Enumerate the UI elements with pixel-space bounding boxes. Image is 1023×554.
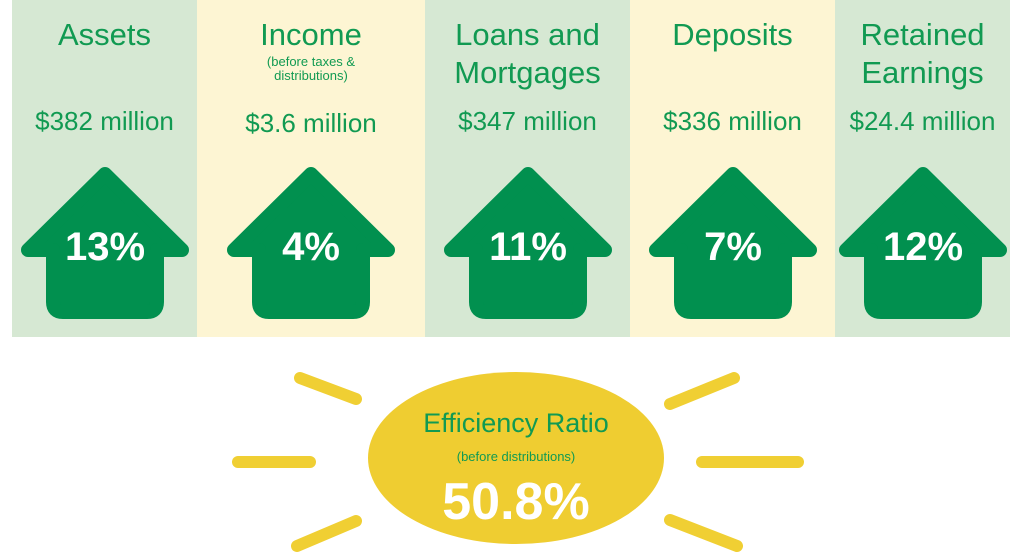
ray [294, 372, 362, 405]
stat-amount: $3.6 million [245, 108, 377, 138]
stat-label: Loans and Mortgages [454, 17, 601, 90]
ray [664, 514, 743, 552]
stat-change: 12% [882, 225, 962, 269]
stat-change: 11% [489, 225, 567, 269]
up-arrow: 12% [838, 167, 1007, 319]
stat-column: Assets $382 million 13% [12, 0, 197, 337]
stat-column: Loans and Mortgages $347 million 11% [425, 0, 630, 337]
up-arrow: 4% [227, 167, 395, 319]
stat-column: Deposits $336 million 7% [630, 0, 835, 337]
stat-column: Retained Earnings $24.4 million 12% [835, 0, 1010, 337]
stat-label: Assets [57, 17, 152, 52]
up-arrow: 13% [20, 167, 189, 319]
efficiency-subtitle: (before distributions) [456, 449, 576, 464]
stat-amount: $382 million [35, 106, 174, 136]
stat-label: Deposits [672, 17, 793, 52]
stat-column: Income (before taxes & distributions) $3.6… [197, 0, 425, 337]
arrow-shape [443, 167, 612, 319]
stat-amount: $347 million [458, 106, 597, 136]
arrow-shape [838, 167, 1007, 319]
ray [664, 372, 740, 410]
efficiency-value: 50.8% [442, 473, 590, 531]
stat-sublabel: (before taxes & distributions) [266, 54, 356, 83]
arrow-shape [227, 167, 395, 319]
up-arrow: 7% [648, 167, 817, 319]
arrow-shape [648, 167, 817, 319]
stat-change: 13% [64, 225, 144, 269]
arrow-shape [20, 167, 189, 319]
stat-change: 4% [282, 225, 340, 269]
stat-label: Retained Earnings [860, 17, 985, 90]
efficiency-title: Efficiency Ratio [423, 408, 609, 438]
stat-amount: $24.4 million [849, 106, 996, 136]
stat-label: Income [260, 17, 362, 52]
stat-change: 7% [704, 225, 762, 269]
stat-amount: $336 million [663, 106, 802, 136]
ray [291, 515, 362, 552]
up-arrow: 11% [443, 167, 612, 319]
